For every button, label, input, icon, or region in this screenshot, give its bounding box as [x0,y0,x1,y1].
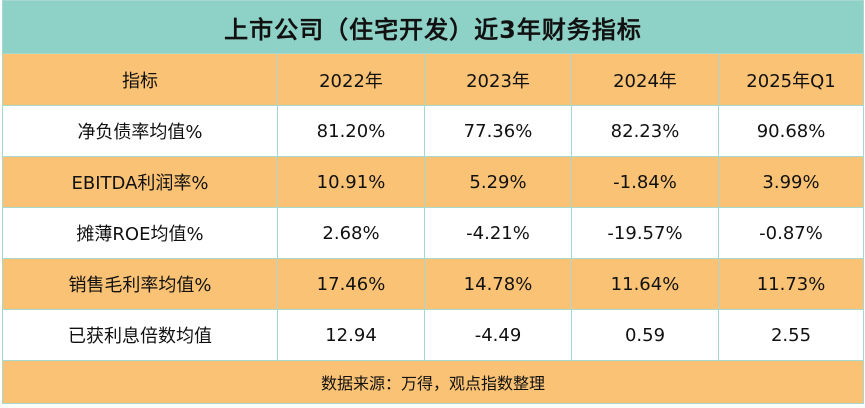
cell: 12.94 [277,309,425,361]
table-row: 销售毛利率均值% 17.46% 14.78% 11.64% 11.73% [2,258,865,310]
row-label: EBITDA利润率% [2,156,278,208]
cell: 81.20% [277,105,425,157]
cell: 2.55 [717,309,865,361]
column-header: 2023年 [424,53,572,106]
column-header: 指标 [2,53,278,106]
column-header: 2025年Q1 [717,53,865,106]
header-row: 指标 2022年 2023年 2024年 2025年Q1 [2,53,865,106]
column-header: 2022年 [277,53,425,106]
table-row: EBITDA利润率% 10.91% 5.29% -1.84% 3.99% [2,156,865,208]
cell: -4.21% [424,207,572,259]
cell: 90.68% [717,105,865,157]
footer-row: 数据来源：万得，观点指数整理 [1,360,865,404]
row-label: 摊薄ROE均值% [2,207,278,259]
cell: 0.59 [571,309,719,361]
cell: 2.68% [277,207,425,259]
cell: -1.84% [571,156,719,208]
cell: -19.57% [571,207,719,259]
cell: 14.78% [424,258,572,310]
cell: -4.49 [424,309,572,361]
column-header: 2024年 [571,53,719,106]
table-row: 已获利息倍数均值 12.94 -4.49 0.59 2.55 [2,309,865,361]
cell: 3.99% [717,156,865,208]
cell: 17.46% [277,258,425,310]
cell: 10.91% [277,156,425,208]
row-label: 销售毛利率均值% [2,258,278,310]
row-label: 已获利息倍数均值 [2,309,278,361]
cell: 5.29% [424,156,572,208]
table-row: 摊薄ROE均值% 2.68% -4.21% -19.57% -0.87% [2,207,865,259]
cell: 77.36% [424,105,572,157]
cell: -0.87% [717,207,865,259]
table-title: 上市公司（住宅开发）近3年财务指标 [1,0,865,54]
table-row: 净负债率均值% 81.20% 77.36% 82.23% 90.68% [2,105,865,157]
cell: 82.23% [571,105,719,157]
row-label: 净负债率均值% [2,105,278,157]
source-note: 数据来源：万得，观点指数整理 [1,360,865,404]
cell: 11.73% [717,258,865,310]
cell: 11.64% [571,258,719,310]
